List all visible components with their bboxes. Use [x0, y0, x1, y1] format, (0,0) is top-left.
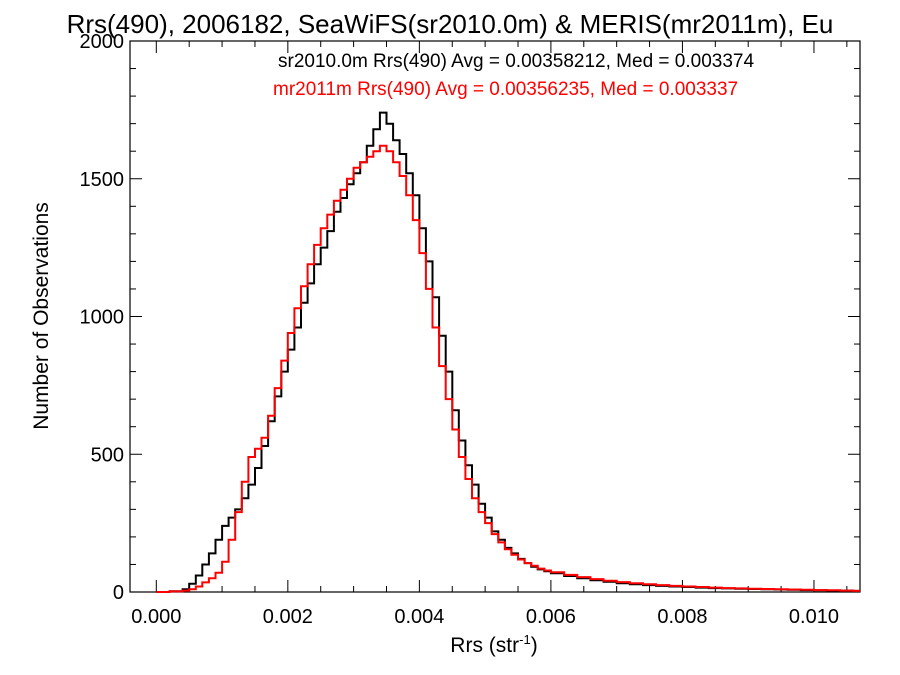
- axis-ticks: 0.000 0.002 0.004 0.006 0.008 0.010 0 500 1000 15…: [80, 31, 860, 628]
- series-line-sr2010: [156, 111, 860, 593]
- stats-label-mr2011m: mr2011m Rrs(490) Avg = 0.00356235, Med =…: [273, 79, 738, 100]
- x-axis-label-superscript: -1: [519, 632, 531, 647]
- x-axis-label-close: ): [531, 634, 538, 657]
- x-tick-label: 0.006: [526, 606, 576, 628]
- y-tick-label: 0: [113, 582, 124, 604]
- x-axis-label-main: Rrs (str: [450, 634, 519, 657]
- x-tick-label: 0.008: [657, 606, 707, 628]
- x-axis-label: Rrs (str-1): [450, 632, 537, 657]
- x-tick-label: 0.010: [789, 606, 839, 628]
- series-line-mr2011m: [156, 144, 860, 593]
- y-tick-label: 500: [91, 444, 124, 466]
- chart-title: Rrs(490), 2006182, SeaWiFS(sr2010.0m) & …: [67, 9, 834, 39]
- y-tick-label: 1000: [80, 307, 125, 329]
- series-layer: [156, 111, 860, 593]
- x-tick-label: 0.002: [263, 606, 313, 628]
- stats-label-sr2010: sr2010.0m Rrs(490) Avg = 0.00358212, Med…: [278, 51, 754, 72]
- y-tick-label: 2000: [80, 31, 125, 53]
- y-axis-label: Number of Observations: [30, 202, 53, 430]
- x-tick-label: 0.000: [131, 606, 181, 628]
- y-tick-label: 1500: [80, 169, 125, 191]
- x-tick-label: 0.004: [394, 606, 444, 628]
